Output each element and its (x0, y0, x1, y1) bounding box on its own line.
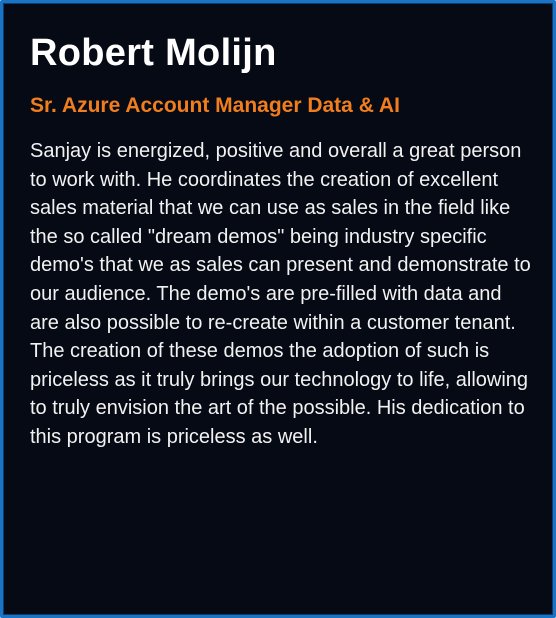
testimonial-quote: Sanjay is energized, positive and overal… (30, 140, 531, 448)
author-name: Robert Molijn (30, 32, 277, 74)
author-role: Sr. Azure Account Manager Data & AI (30, 94, 400, 117)
